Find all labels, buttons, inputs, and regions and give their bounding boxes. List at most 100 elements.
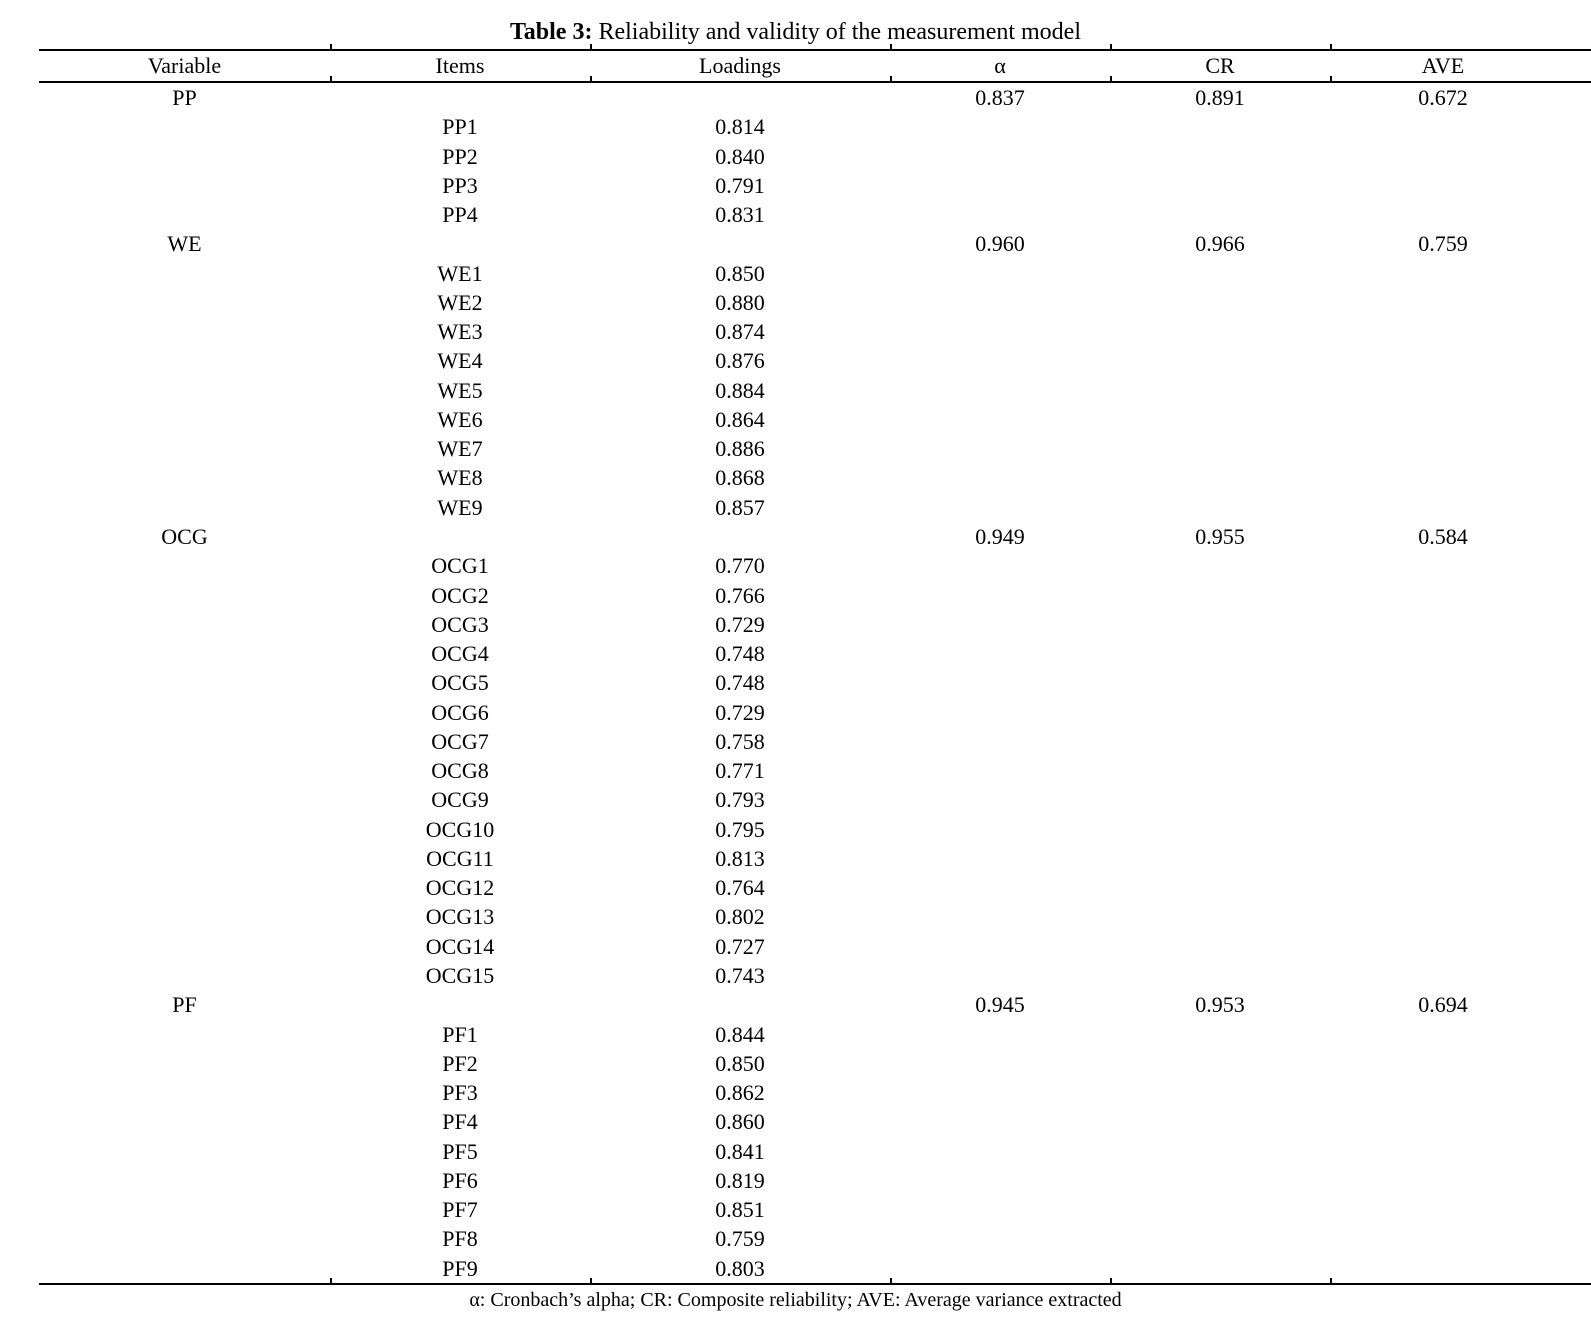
cell-variable: OCG xyxy=(161,523,208,549)
cell-item: PP2 xyxy=(442,143,478,169)
cell-empty xyxy=(1110,873,1330,902)
item-row: WE3 0.874 xyxy=(39,317,1556,346)
cell-empty xyxy=(330,83,590,112)
cell-empty xyxy=(1110,405,1330,434)
table-caption: Table 3: Reliability and validity of the… xyxy=(0,17,1591,47)
cell-empty xyxy=(39,668,330,697)
cell-empty xyxy=(890,317,1110,346)
cell-item: OCG6 xyxy=(431,699,489,725)
table-body: PP 0.837 0.891 0.672 PP1 0.814 PP2 0.840 PP3 0.79… xyxy=(39,83,1556,1283)
cell-empty xyxy=(890,961,1110,990)
cell-loading: 0.803 xyxy=(715,1255,765,1281)
cell-loading: 0.766 xyxy=(715,582,765,608)
cell-empty xyxy=(1330,493,1556,522)
cell-empty xyxy=(890,1254,1110,1283)
cell-empty xyxy=(39,844,330,873)
cell-empty xyxy=(1330,581,1556,610)
cell-empty xyxy=(1110,961,1330,990)
cell-item: PF8 xyxy=(442,1226,478,1252)
cell-empty xyxy=(39,727,330,756)
item-row: OCG6 0.729 xyxy=(39,698,1556,727)
cell-loading: 0.748 xyxy=(715,670,765,696)
cell-loading: 0.868 xyxy=(715,465,765,491)
cell-empty xyxy=(890,171,1110,200)
cell-empty xyxy=(39,142,330,171)
cell-empty xyxy=(1110,200,1330,229)
item-row: OCG7 0.758 xyxy=(39,727,1556,756)
cell-empty xyxy=(890,259,1110,288)
cell-empty xyxy=(1330,727,1556,756)
cell-item: PF2 xyxy=(442,1050,478,1076)
cell-empty xyxy=(1110,1107,1330,1136)
table-bottom-rule xyxy=(39,1283,1591,1285)
cell-empty xyxy=(1110,259,1330,288)
item-row: PP2 0.840 xyxy=(39,142,1556,171)
cell-empty xyxy=(39,171,330,200)
cell-item: PP4 xyxy=(442,202,478,228)
cell-alpha: 0.949 xyxy=(975,523,1025,549)
cell-empty xyxy=(1330,639,1556,668)
cell-empty xyxy=(1110,112,1330,141)
cell-loading: 0.729 xyxy=(715,611,765,637)
cell-empty xyxy=(1110,463,1330,492)
cell-empty xyxy=(890,902,1110,931)
cell-empty xyxy=(1110,639,1330,668)
cell-item: OCG2 xyxy=(431,582,489,608)
cell-empty xyxy=(39,317,330,346)
cell-empty xyxy=(1330,551,1556,580)
cell-empty xyxy=(1330,932,1556,961)
item-row: OCG1 0.770 xyxy=(39,551,1556,580)
cell-cr: 0.955 xyxy=(1195,523,1245,549)
cell-empty xyxy=(1330,1195,1556,1224)
item-row: PF4 0.860 xyxy=(39,1107,1556,1136)
cell-loading: 0.850 xyxy=(715,260,765,286)
item-row: PP4 0.831 xyxy=(39,200,1556,229)
item-row: PF2 0.850 xyxy=(39,1049,1556,1078)
cell-empty xyxy=(39,610,330,639)
cell-empty xyxy=(890,639,1110,668)
item-row: PF5 0.841 xyxy=(39,1137,1556,1166)
cell-loading: 0.844 xyxy=(715,1021,765,1047)
cell-empty xyxy=(890,112,1110,141)
item-row: WE2 0.880 xyxy=(39,288,1556,317)
table-top-rule xyxy=(39,49,1591,51)
cell-empty xyxy=(39,1166,330,1195)
cell-empty xyxy=(1110,1166,1330,1195)
cell-alpha: 0.945 xyxy=(975,992,1025,1018)
cell-empty xyxy=(39,1049,330,1078)
cell-item: OCG9 xyxy=(431,787,489,813)
header-bottom-rule xyxy=(39,81,1591,83)
cell-empty xyxy=(890,493,1110,522)
cell-empty xyxy=(1330,171,1556,200)
cell-empty xyxy=(1330,1049,1556,1078)
cell-loading: 0.850 xyxy=(715,1050,765,1076)
item-row: PF3 0.862 xyxy=(39,1078,1556,1107)
cell-loading: 0.831 xyxy=(715,202,765,228)
item-row: OCG14 0.727 xyxy=(39,932,1556,961)
cell-item: OCG1 xyxy=(431,553,489,579)
cell-cr: 0.891 xyxy=(1195,85,1245,110)
cell-item: OCG15 xyxy=(425,962,495,988)
cell-empty xyxy=(1110,1195,1330,1224)
column-separator-tick xyxy=(1110,1278,1112,1283)
cell-item: PP1 xyxy=(442,114,478,140)
item-row: PF6 0.819 xyxy=(39,1166,1556,1195)
cell-loading: 0.770 xyxy=(715,553,765,579)
cell-item: WE5 xyxy=(437,377,483,403)
cell-item: OCG14 xyxy=(425,933,495,959)
cell-empty xyxy=(1110,668,1330,697)
cell-loading: 0.876 xyxy=(715,348,765,374)
cell-empty xyxy=(1110,1254,1330,1283)
cell-empty xyxy=(1110,844,1330,873)
cell-empty xyxy=(1330,405,1556,434)
item-row: OCG9 0.793 xyxy=(39,785,1556,814)
cell-loading: 0.791 xyxy=(715,172,765,198)
cell-empty xyxy=(1330,112,1556,141)
cell-item: WE4 xyxy=(437,348,483,374)
cell-empty xyxy=(1110,434,1330,463)
cell-item: PF7 xyxy=(442,1197,478,1223)
item-row: PF7 0.851 xyxy=(39,1195,1556,1224)
cell-empty xyxy=(1330,1137,1556,1166)
cell-empty xyxy=(1330,346,1556,375)
cell-loading: 0.851 xyxy=(715,1197,765,1223)
